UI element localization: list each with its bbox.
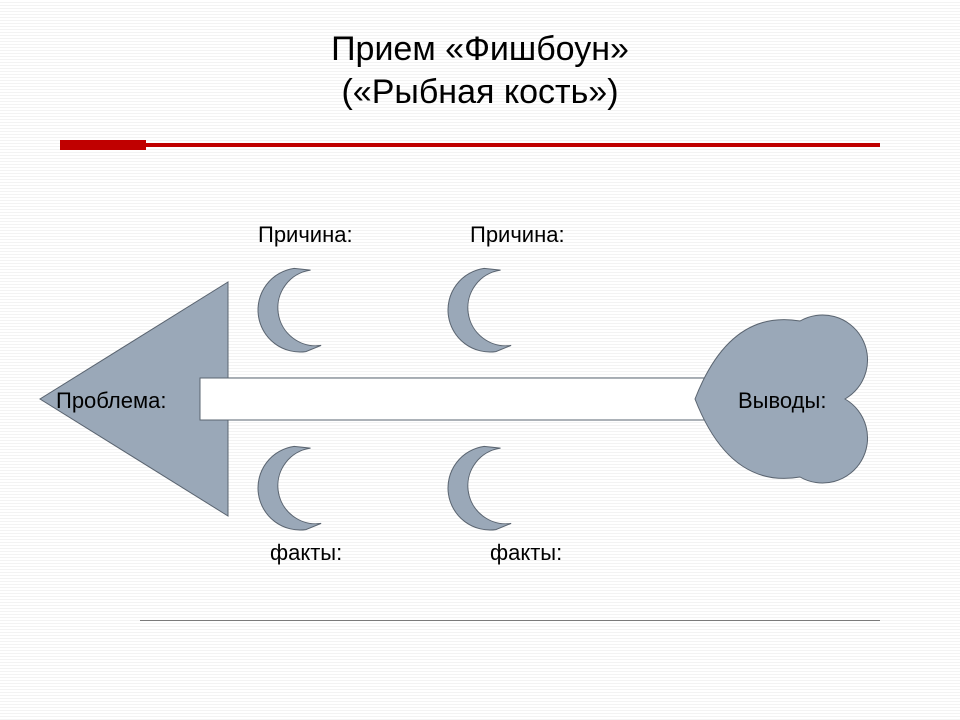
crescent-bottom-2 (0, 0, 960, 720)
head-label: Проблема: (56, 388, 166, 414)
cause-label-2: Причина: (470, 222, 565, 248)
slide-canvas: Прием «Фишбоун» («Рыбная кость») Проблем… (0, 0, 960, 720)
fact-label-1: факты: (270, 540, 342, 566)
cause-label-1: Причина: (258, 222, 353, 248)
tail-label: Выводы: (738, 388, 826, 414)
fact-label-2: факты: (490, 540, 562, 566)
